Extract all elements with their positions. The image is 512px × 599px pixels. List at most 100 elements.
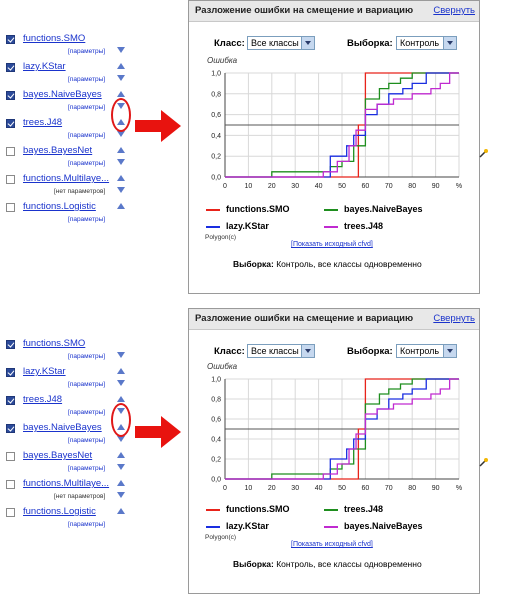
legend-label: functions.SMO (226, 504, 290, 514)
sample-label: Выборка: (347, 38, 393, 49)
x-tick-label: 10 (245, 485, 253, 492)
y-tick-label: 0,8 (211, 91, 221, 98)
magic-wand-icon[interactable] (479, 148, 489, 158)
move-down-icon[interactable] (117, 436, 125, 442)
x-tick-label: 60 (362, 183, 370, 190)
classifier-checkbox[interactable] (6, 368, 15, 377)
classifier-name-link[interactable]: bayes.BayesNet (23, 450, 93, 461)
classifier-checkbox[interactable] (6, 340, 15, 349)
classifier-checkbox[interactable] (6, 175, 15, 184)
classifier-params-link[interactable]: [параметры] (68, 160, 106, 167)
move-down-icon[interactable] (117, 159, 125, 165)
classifier-params-link[interactable]: [параметры] (68, 437, 106, 444)
classifier-name-link[interactable]: functions.SMO (23, 338, 86, 349)
classifier-params-link[interactable]: [параметры] (68, 48, 106, 55)
show-source-link[interactable]: [Показать исходный cfvd] (291, 541, 373, 548)
classifier-params-link[interactable]: [параметры] (68, 216, 106, 223)
classifier-name-link[interactable]: lazy.KStar (23, 61, 66, 72)
move-down-icon[interactable] (117, 464, 125, 470)
move-up-icon[interactable] (117, 452, 125, 458)
sample-select[interactable]: Контроль (396, 344, 457, 358)
x-tick-label: 60 (362, 485, 370, 492)
classifier-name-link[interactable]: functions.Multilaye... (23, 173, 110, 184)
magic-wand-icon[interactable] (479, 457, 489, 467)
legend-swatch (206, 526, 220, 528)
move-up-icon[interactable] (117, 396, 125, 402)
classifier-name-link[interactable]: bayes.NaiveBayes (23, 89, 102, 100)
y-tick-label: 0,0 (211, 175, 221, 182)
move-down-icon[interactable] (117, 380, 125, 386)
x-tick-label: % (456, 183, 462, 190)
move-up-icon[interactable] (117, 508, 125, 514)
classifier-checkbox[interactable] (6, 508, 15, 517)
sample-select-value: Контроль (400, 346, 440, 356)
series-line (225, 72, 459, 178)
legend-swatch (324, 526, 338, 528)
error-chart: 0 10 20 30 40 50 60 70 80 90 % 0,0 0,2 0,4 0,6 0,8 1,0 (211, 377, 462, 493)
y-tick-label: 0,2 (211, 154, 221, 161)
classifier-params-link[interactable]: [параметры] (68, 132, 106, 139)
move-down-icon[interactable] (117, 187, 125, 193)
move-up-icon[interactable] (117, 368, 125, 374)
classifier-params-link[interactable]: [параметры] (68, 521, 106, 528)
sample-select[interactable]: Контроль (396, 36, 457, 50)
classifier-name-link[interactable]: functions.Logistic (23, 201, 96, 212)
move-up-icon[interactable] (117, 147, 125, 153)
classifier-name-link[interactable]: functions.SMO (23, 33, 86, 44)
classifier-checkbox[interactable] (6, 147, 15, 156)
classifier-checkbox[interactable] (6, 63, 15, 72)
move-down-icon[interactable] (117, 47, 125, 53)
move-up-icon[interactable] (117, 480, 125, 486)
show-source-link[interactable]: [Показать исходный cfvd] (291, 241, 373, 248)
classifier-name-link[interactable]: functions.Multilaye... (23, 478, 110, 489)
move-down-icon[interactable] (117, 131, 125, 137)
classifier-checkbox[interactable] (6, 452, 15, 461)
classifier-name-link[interactable]: bayes.NaiveBayes (23, 422, 102, 433)
move-up-icon[interactable] (117, 63, 125, 69)
chevron-down-icon[interactable] (301, 345, 314, 357)
x-tick-label: 90 (432, 485, 440, 492)
move-down-icon[interactable] (117, 352, 125, 358)
chevron-down-icon[interactable] (301, 37, 314, 49)
classifier-checkbox[interactable] (6, 91, 15, 100)
move-up-icon[interactable] (117, 175, 125, 181)
comparison-panel-top: functions.SMO [параметры] lazy.KStar [па… (0, 0, 512, 300)
class-select[interactable]: Все классы (247, 36, 315, 50)
classifier-params-link[interactable]: [параметры] (68, 104, 106, 111)
chevron-down-icon[interactable] (443, 345, 456, 357)
classifier-name-link[interactable]: bayes.BayesNet (23, 145, 93, 156)
classifier-params-link[interactable]: [параметры] (68, 76, 106, 83)
sample-label: Выборка: (347, 346, 393, 357)
box-header: Разложение ошибки на смещение и вариацию… (189, 309, 479, 330)
class-select-value: Все классы (251, 38, 299, 48)
collapse-link[interactable]: Свернуть (433, 313, 475, 324)
classifier-checkbox[interactable] (6, 203, 15, 212)
class-select[interactable]: Все классы (247, 344, 315, 358)
move-down-icon[interactable] (117, 492, 125, 498)
classifier-params-link[interactable]: [параметры] (68, 381, 106, 388)
move-up-icon[interactable] (117, 203, 125, 209)
classifier-checkbox[interactable] (6, 480, 15, 489)
legend-swatch (206, 209, 220, 211)
classifier-checkbox[interactable] (6, 35, 15, 44)
classifier-name-link[interactable]: lazy.KStar (23, 366, 66, 377)
classifier-checkbox[interactable] (6, 119, 15, 128)
legend-label: lazy.KStar (226, 221, 269, 231)
move-down-icon[interactable] (117, 75, 125, 81)
collapse-link[interactable]: Свернуть (433, 5, 475, 16)
classifier-params-link[interactable]: [параметры] (68, 409, 106, 416)
y-tick-label: 0,8 (211, 397, 221, 404)
x-tick-label: 20 (268, 183, 276, 190)
classifier-params-link[interactable]: [параметры] (68, 465, 106, 472)
classifier-name-link[interactable]: trees.J48 (23, 394, 63, 405)
bias-variance-box: Разложение ошибки на смещение и вариацию… (188, 308, 480, 594)
classifier-params-link[interactable]: [параметры] (68, 353, 106, 360)
classifier-name-link[interactable]: trees.J48 (23, 117, 63, 128)
x-tick-label: 80 (408, 485, 416, 492)
classifier-checkbox[interactable] (6, 424, 15, 433)
classifier-checkbox[interactable] (6, 396, 15, 405)
sample-select-value: Контроль (400, 38, 440, 48)
classifier-name-link[interactable]: functions.Logistic (23, 506, 96, 517)
move-up-icon[interactable] (117, 91, 125, 97)
chevron-down-icon[interactable] (443, 37, 456, 49)
